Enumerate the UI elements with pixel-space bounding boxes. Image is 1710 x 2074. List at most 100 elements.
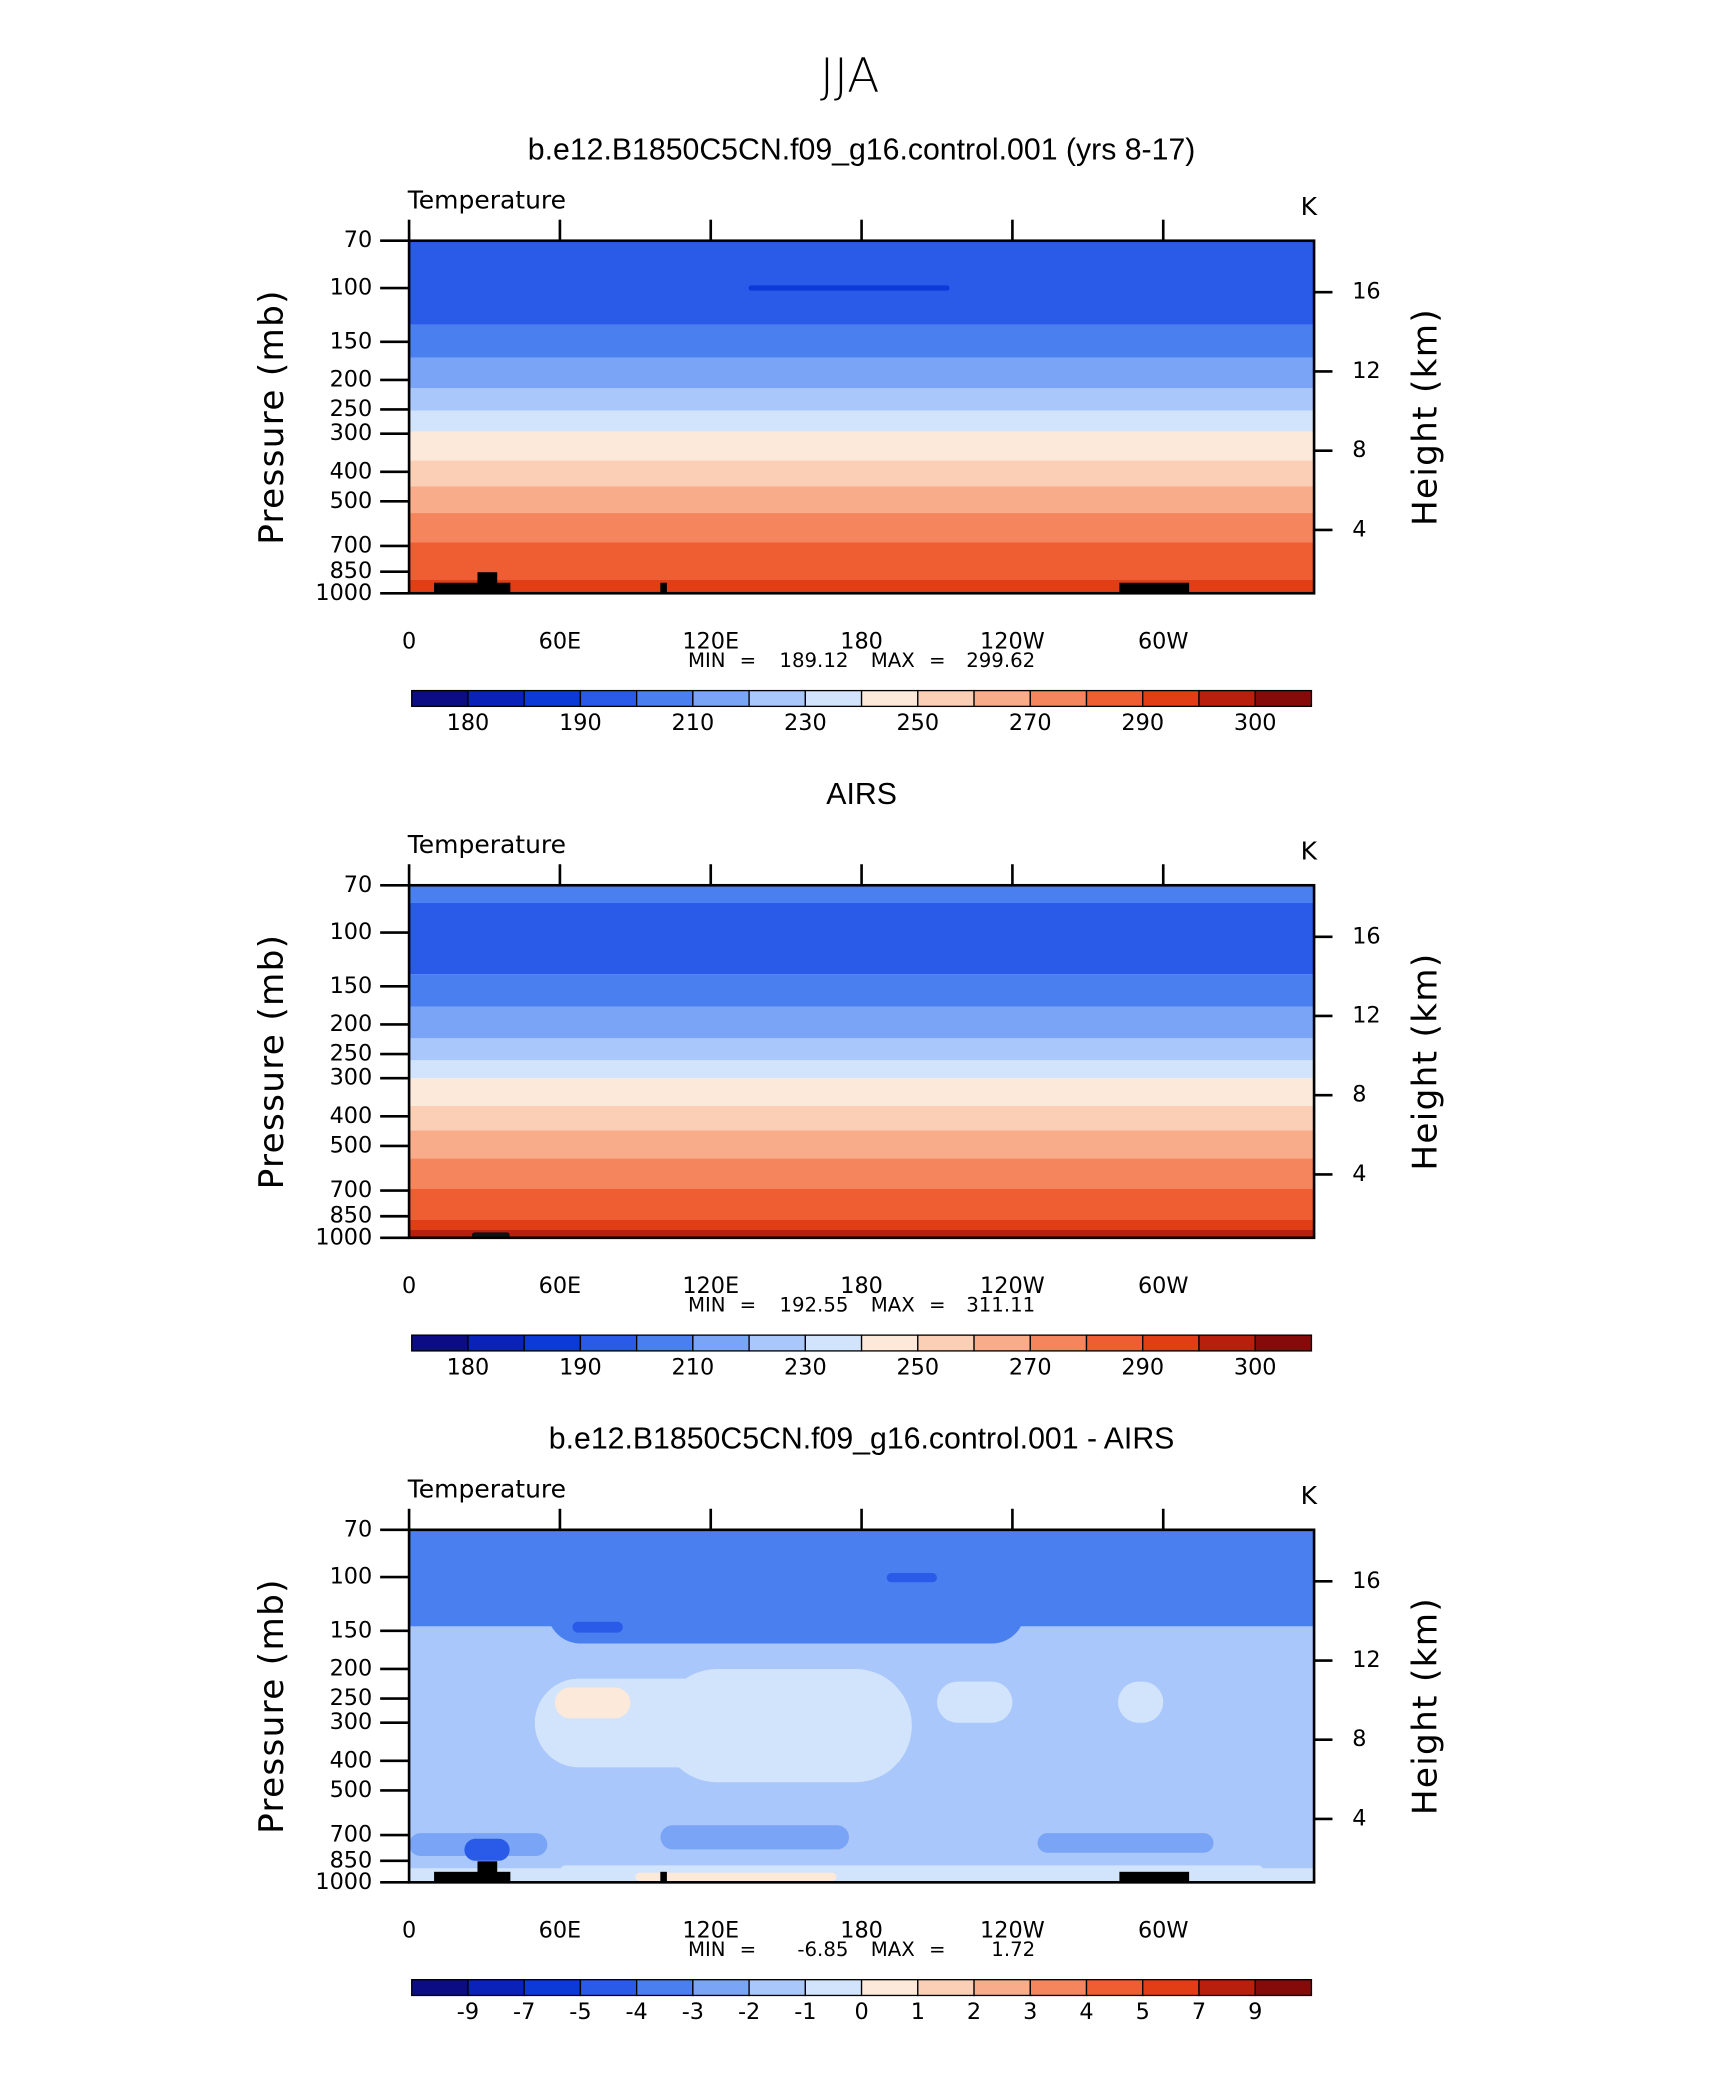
min-value: 189.12	[779, 649, 848, 672]
y-tick-label: 70	[344, 1516, 372, 1542]
colorbar-box	[579, 1979, 638, 1997]
colorbar-box	[748, 1334, 807, 1352]
colorbar-box	[860, 1979, 919, 1997]
colorbar-box	[1254, 1334, 1313, 1352]
colorbar-box	[804, 1979, 863, 1997]
x-tick-label: 0	[402, 628, 416, 654]
min-label: MIN =	[688, 1938, 756, 1961]
figure-title: JJA	[820, 49, 879, 104]
contour-band	[409, 240, 1315, 325]
colorbar-label: 250	[896, 710, 939, 736]
y2-tick-label: 8	[1352, 1726, 1366, 1752]
contour-band	[409, 1188, 1315, 1220]
colorbar-box	[692, 689, 750, 708]
min-value: 192.55	[779, 1294, 848, 1317]
colorbar-box	[1198, 1979, 1256, 1997]
contour-patch	[660, 1668, 912, 1783]
contour-band	[409, 1006, 1315, 1039]
colorbar-box	[411, 689, 469, 708]
colorbar-box	[523, 1334, 582, 1352]
colorbar-label: 180	[447, 710, 490, 736]
x-tick-label: 180	[840, 1273, 883, 1299]
y-tick-label: 400	[330, 458, 373, 484]
contour-patch	[1037, 1833, 1214, 1853]
colorbar-box	[1085, 1979, 1144, 1997]
max-value: 311.11	[966, 1294, 1035, 1317]
y2-tick-label: 12	[1352, 1647, 1380, 1673]
x-tick-label: 120W	[980, 628, 1045, 654]
terrain	[660, 1871, 667, 1883]
x-tick-label: 60W	[1138, 1273, 1189, 1299]
colorbar-box	[1198, 689, 1256, 708]
x-tick-label: 60W	[1138, 1918, 1189, 1944]
y-tick-label: 200	[330, 366, 373, 392]
y-tick-label: 300	[330, 420, 373, 446]
colorbar-box	[973, 689, 1031, 708]
colorbar-box	[467, 689, 525, 708]
colorbar-label: -4	[625, 1999, 647, 2025]
terrain	[434, 1871, 511, 1883]
colorbar-label: 300	[1234, 710, 1277, 736]
colorbar-box	[635, 1979, 694, 1997]
contour-band	[409, 1229, 1315, 1238]
y-tick-label: 150	[330, 973, 373, 999]
contour-band	[409, 1105, 1315, 1131]
colorbar-box	[1198, 1334, 1256, 1352]
colorbar-box	[692, 1334, 750, 1352]
y-tick-label: 500	[330, 1777, 373, 1803]
max-label: MAX =	[871, 649, 946, 672]
x-tick-label: 180	[840, 628, 883, 654]
contour-band	[409, 431, 1315, 461]
y2-tick-label: 8	[1352, 437, 1366, 463]
colorbar-box	[411, 1979, 469, 1997]
colorbar-box	[860, 689, 919, 708]
y-tick-label: 1000	[315, 1224, 372, 1250]
panel-title: AIRS	[826, 778, 897, 811]
contour-band	[409, 513, 1315, 543]
contour-band	[409, 357, 1315, 389]
x-tick-label: 60E	[539, 1273, 582, 1299]
contour-band	[409, 388, 1315, 411]
colorbar-label: 190	[559, 1355, 602, 1381]
colorbar-box	[523, 689, 582, 708]
colorbar-box	[860, 1334, 919, 1352]
colorbar-box	[973, 1979, 1031, 1997]
colorbar-box	[804, 689, 863, 708]
y-tick-label: 850	[330, 1847, 373, 1873]
colorbar-label: -2	[738, 1999, 760, 2025]
colorbar-box	[635, 1334, 694, 1352]
colorbar-box	[917, 1979, 975, 1997]
colorbar-box	[579, 689, 638, 708]
contour-patch	[936, 1681, 1013, 1723]
y2-tick-label: 16	[1352, 279, 1380, 305]
contour-band	[409, 1038, 1315, 1061]
colorbar-box	[411, 1334, 469, 1352]
y2-tick-label: 16	[1352, 923, 1380, 949]
field	[409, 1529, 1315, 1883]
colorbar-box	[1254, 1979, 1313, 1997]
y2-axis-label: Height (km)	[1406, 1597, 1446, 1815]
y-tick-label: 1000	[315, 1869, 372, 1895]
min-value: -6.85	[797, 1938, 848, 1961]
colorbar-label: 0	[854, 1999, 868, 2025]
min-label: MIN =	[688, 649, 756, 672]
contour-patch	[471, 1232, 510, 1238]
colorbar-box	[1142, 689, 1200, 708]
colorbar-label: 2	[967, 1999, 981, 2025]
colorbar-label: 290	[1121, 1355, 1164, 1381]
contour-band	[409, 579, 1315, 594]
colorbar-box	[748, 689, 807, 708]
contour-band	[409, 902, 1315, 975]
colorbar-box	[467, 1979, 525, 1997]
y2-tick-label: 12	[1352, 358, 1380, 384]
colorbar-box	[1029, 1979, 1088, 1997]
panel: b.e12.B1850C5CN.f09_g16.control.001 (yrs…	[252, 133, 1446, 736]
panel: AIRS Temperature K 0 60E 120E 180 120W 60W 70 100 1…	[252, 778, 1446, 1381]
colorbar-label: 230	[784, 1355, 827, 1381]
y-tick-label: 700	[330, 1177, 373, 1203]
contour-patch	[464, 1838, 510, 1861]
colorbar-label: -7	[513, 1999, 535, 2025]
contour-band	[409, 324, 1315, 358]
contour-band	[409, 410, 1315, 432]
